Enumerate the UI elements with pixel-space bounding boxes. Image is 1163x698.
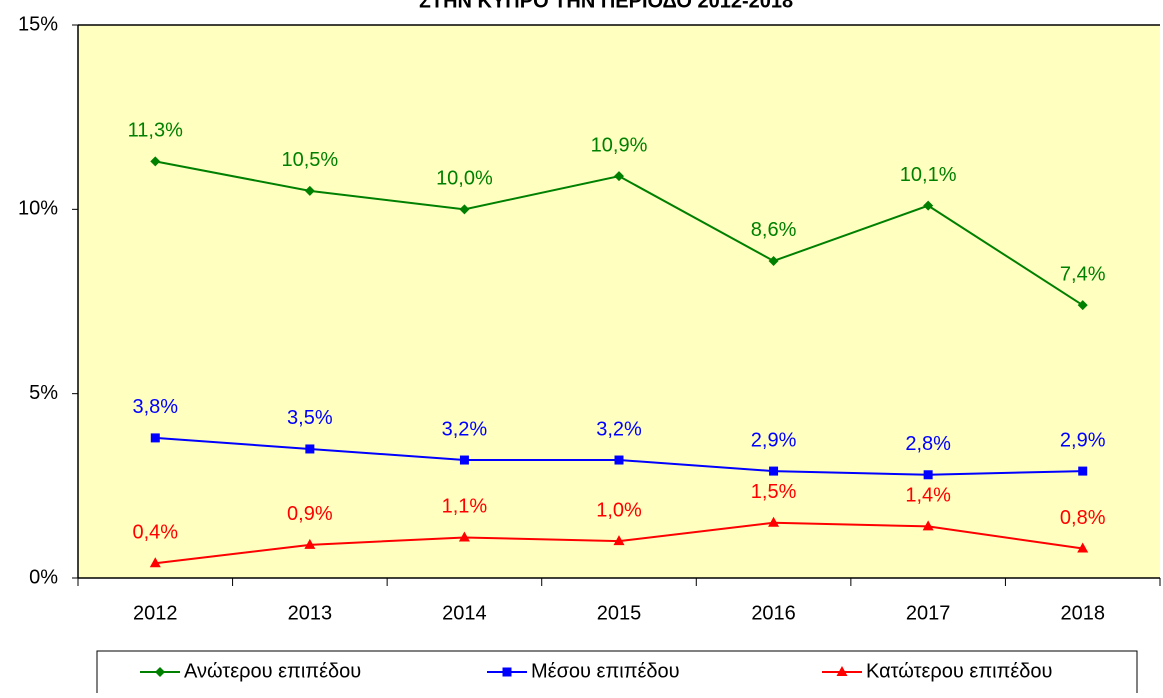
data-label: 0,8%	[1060, 507, 1106, 529]
marker	[305, 444, 315, 454]
legend-box	[96, 650, 1138, 698]
y-tick-label: 10%	[18, 198, 58, 220]
marker	[769, 466, 779, 476]
data-label: 1,5%	[751, 481, 797, 503]
marker	[614, 455, 624, 465]
y-tick-label: 0%	[29, 566, 58, 588]
marker	[1078, 466, 1088, 476]
marker	[155, 667, 165, 677]
marker	[836, 666, 848, 676]
y-tick-label: 15%	[18, 13, 58, 35]
legend-label: Μέσου επιπέδου	[531, 660, 680, 682]
legend-label: Κατώτερου επιπέδου	[866, 660, 1052, 682]
marker	[150, 156, 161, 167]
data-label: 10,5%	[281, 149, 338, 171]
data-label: 3,5%	[287, 407, 333, 429]
x-tick-label: 2016	[751, 602, 796, 624]
data-label: 10,0%	[436, 168, 493, 190]
data-label: 1,1%	[442, 496, 488, 518]
legend-item: Κατώτερου επιπέδου	[822, 660, 1052, 682]
marker	[458, 531, 470, 542]
data-label: 1,4%	[905, 485, 951, 507]
marker	[1077, 300, 1088, 311]
marker	[502, 667, 512, 677]
legend-item: Ανώτερου επιπέδου	[140, 660, 361, 682]
marker	[459, 204, 470, 215]
legend-label: Ανώτερου επιπέδου	[184, 660, 361, 682]
marker	[614, 171, 624, 182]
data-label: 7,4%	[1060, 263, 1106, 285]
marker	[922, 520, 934, 531]
x-tick-label: 2017	[906, 602, 951, 624]
marker	[768, 255, 779, 266]
data-label: 11,3%	[128, 120, 183, 142]
data-label: 0,9%	[287, 503, 333, 525]
x-tick-label: 2013	[288, 602, 333, 624]
x-tick-label: 2018	[1060, 602, 1105, 624]
data-label: 2,9%	[751, 429, 797, 451]
chart-title: ΣΤΗΝ ΚΥΠΡΟ ΤΗΝ ΠΕΡΙΟΔΟ 2012-2018	[419, 0, 793, 12]
marker	[149, 557, 161, 568]
x-tick-label: 2014	[442, 602, 487, 624]
marker	[304, 538, 316, 549]
marker	[923, 200, 934, 211]
data-label: 3,8%	[132, 396, 178, 418]
data-label: 2,9%	[1060, 429, 1106, 451]
marker	[613, 535, 625, 546]
data-label: 3,2%	[442, 418, 488, 440]
y-tick-label: 5%	[29, 382, 58, 404]
x-tick-label: 2012	[133, 602, 178, 624]
x-tick-label: 2015	[597, 602, 642, 624]
data-label: 2,8%	[905, 433, 951, 455]
data-label: 0,4%	[132, 522, 178, 544]
marker	[923, 470, 933, 480]
marker	[768, 516, 780, 527]
marker	[459, 455, 469, 465]
data-label: 10,1%	[900, 164, 957, 186]
data-label: 8,6%	[751, 219, 797, 241]
plot-area	[78, 25, 1160, 578]
marker	[150, 433, 160, 443]
data-label: 10,9%	[591, 134, 648, 156]
marker	[304, 185, 315, 196]
marker	[1077, 542, 1089, 553]
data-label: 3,2%	[596, 418, 642, 440]
data-label: 1,0%	[596, 499, 642, 521]
legend-item: Μέσου επιπέδου	[487, 660, 680, 682]
